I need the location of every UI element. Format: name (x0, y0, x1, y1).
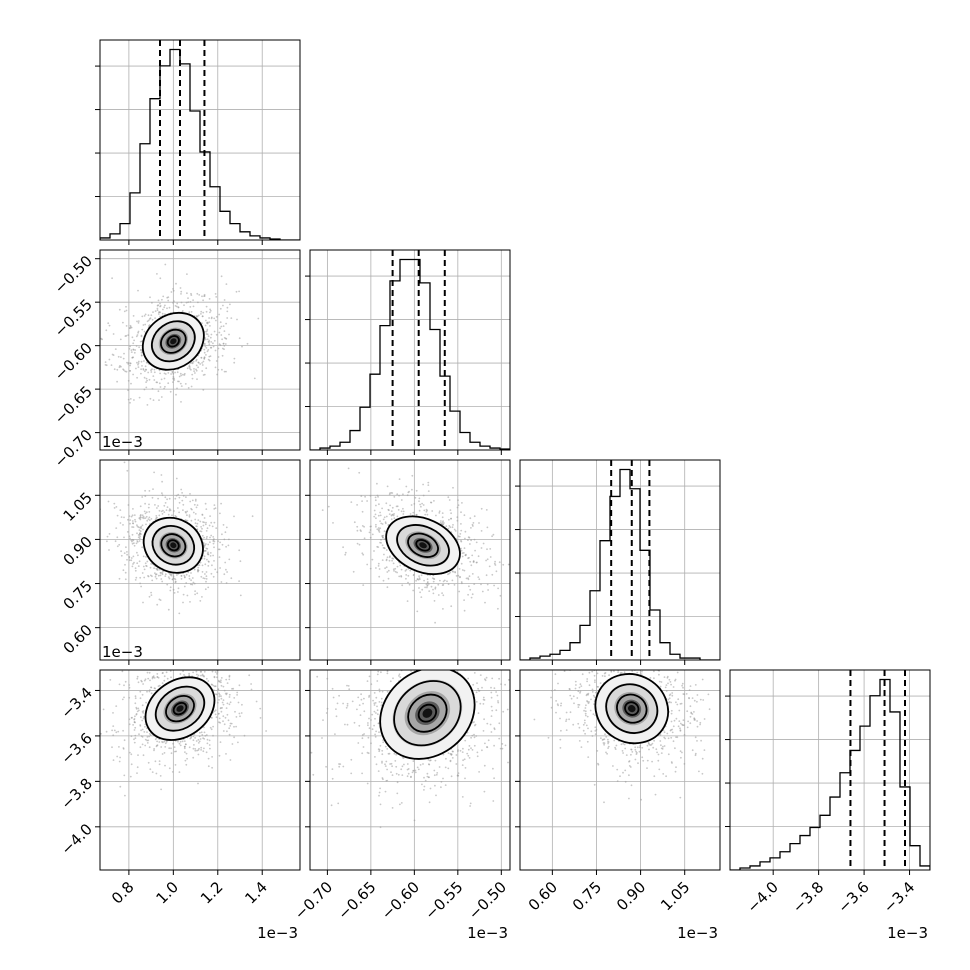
contour-line-3 (166, 539, 180, 552)
contour-line-2 (165, 694, 195, 723)
x-offset-label: 1e−3 (467, 924, 508, 942)
x-tick-label: 1.0 (152, 878, 182, 908)
panel-frame (309, 249, 511, 451)
x-tick-label: −3.6 (834, 878, 872, 916)
x-tick-label: −0.70 (291, 878, 336, 923)
y-tick-label: −0.55 (51, 295, 96, 340)
density-level-4 (419, 542, 427, 549)
contour-line-3 (172, 701, 188, 716)
x-tick-label: −0.65 (334, 878, 379, 923)
contour-line-2 (160, 533, 187, 558)
y-tick-label: 0.60 (60, 621, 96, 657)
scatter-panel-1-2 (305, 459, 511, 665)
y-tick-label: −3.8 (58, 775, 96, 813)
contour-line-1 (150, 320, 196, 363)
y-tick-label: 0.90 (60, 533, 96, 569)
panel-frame (729, 669, 931, 871)
hist-panel-2 (515, 459, 721, 665)
y-tick-label: −0.65 (51, 382, 96, 427)
density-level-4 (422, 708, 433, 718)
density-level-4 (176, 705, 184, 712)
x-tick-label: −3.4 (880, 878, 918, 916)
contour-line-2 (407, 693, 448, 733)
panel-frame (99, 669, 301, 871)
x-tick-label: 0.75 (569, 878, 605, 914)
scatter-panel-0-2: 0.60 0.75 0.90 1.05 1e−3 (60, 459, 301, 665)
x-tick-label: 1.4 (241, 878, 271, 908)
y-tick-label: 0.75 (60, 577, 96, 613)
panel-frame (519, 459, 721, 661)
hist-panel-0 (95, 39, 301, 245)
contour-line-3 (166, 335, 180, 348)
contour-line-3 (417, 703, 438, 723)
contour-line-2 (616, 693, 648, 724)
hist-panel-1 (305, 249, 511, 455)
y-tick-label: −4.0 (58, 820, 96, 858)
x-offset-label: 1e−3 (677, 924, 718, 942)
x-tick-label: 0.8 (108, 878, 138, 908)
density-level-4 (627, 705, 636, 713)
contour-line-2 (407, 532, 439, 558)
contour-line-1 (396, 524, 450, 567)
contour-line-3 (415, 539, 431, 552)
x-tick-label: −3.8 (789, 878, 827, 916)
contour-line-0 (142, 516, 204, 574)
y-tick-label: −0.70 (51, 426, 96, 471)
scatter-panel-0-1: −0.70−0.65−0.60−0.55−0.50 1e−3 (51, 249, 301, 471)
contour-line-1 (151, 525, 196, 566)
x-tick-label: 1.2 (197, 878, 227, 908)
contour-line-1 (605, 683, 659, 734)
contour-line-1 (154, 685, 206, 732)
x-offset-label: 1e−3 (257, 924, 298, 942)
density-level-4 (170, 338, 177, 345)
hist-panel-3: −4.0 −3.8 −3.6 −3.4 1e−3 (725, 669, 931, 942)
contour-line-3 (624, 701, 640, 716)
panel-frame (519, 669, 721, 871)
y-tick-label: −0.60 (51, 339, 96, 384)
x-tick-label: −4.0 (743, 878, 781, 916)
x-tick-label: 0.90 (613, 878, 649, 914)
y-offset-label: 1e−3 (102, 643, 143, 661)
y-offset-label: 1e−3 (102, 433, 143, 451)
x-tick-label: −0.50 (465, 878, 510, 923)
x-tick-label: 1.05 (657, 878, 693, 914)
panel-frame (99, 249, 301, 451)
x-tick-label: −0.55 (421, 878, 466, 923)
x-tick-label: −0.60 (378, 878, 423, 923)
y-tick-label: −0.50 (51, 252, 96, 297)
contour-line-0 (379, 670, 476, 760)
density-level-4 (170, 542, 177, 549)
contour-line-0 (385, 515, 461, 576)
y-tick-label: −3.6 (58, 729, 96, 767)
contour-line-0 (594, 673, 669, 745)
contour-line-2 (160, 328, 187, 354)
contour-line-0 (141, 311, 205, 371)
x-tick-label: 0.60 (525, 878, 561, 914)
panel-frame (99, 459, 301, 661)
histogram-step-line (310, 258, 510, 450)
contour-line-1 (393, 680, 462, 747)
x-offset-label: 1e−3 (887, 924, 928, 942)
histogram-step-line (730, 678, 930, 870)
panel-frame (309, 669, 511, 871)
panel-frame (309, 459, 511, 661)
y-tick-label: 1.05 (60, 489, 96, 525)
histogram-step-line (520, 468, 720, 660)
panel-frame (99, 39, 301, 241)
contour-line-0 (144, 676, 216, 741)
y-tick-label: −3.4 (58, 684, 96, 722)
histogram-step-line (100, 48, 300, 240)
scatter-panel-0-3: 0.8 1.0 1.2 1.4 −4.0 −3.8 −3.6 −3.4 1e−3 (58, 669, 301, 942)
